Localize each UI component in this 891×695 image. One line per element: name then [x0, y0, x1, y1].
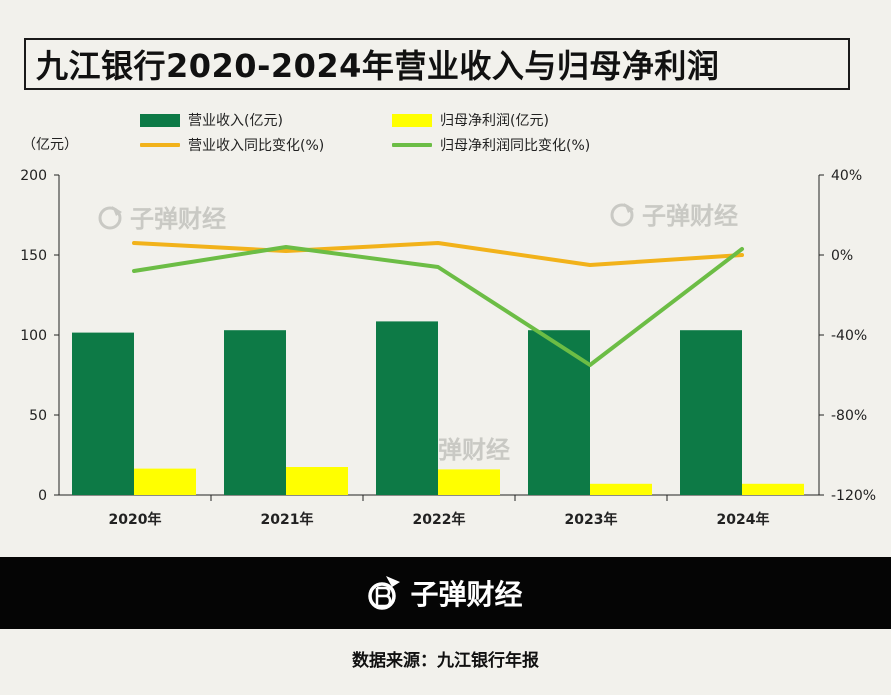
y-right-tick-label: 40%: [831, 168, 862, 184]
y-axis-unit-label: （亿元）: [22, 137, 78, 153]
y-right-tick-label: 0%: [831, 248, 853, 264]
y-left-tick-label: 0: [38, 488, 47, 504]
legend-swatch-profit-yoy: [392, 143, 432, 147]
legend-label-profit-yoy: 归母净利润同比变化(%): [440, 138, 591, 154]
x-tick-label: 2023年: [565, 511, 618, 528]
watermark-text: 子弹财经: [130, 205, 226, 233]
footer-band: 子弹财经: [0, 557, 891, 629]
bar-net-profit: [590, 483, 652, 495]
bar-revenue: [680, 330, 742, 495]
y-right-tick-label: -80%: [831, 408, 867, 424]
data-source: 数据来源：九江银行年报: [352, 651, 539, 671]
x-tick-label: 2024年: [717, 511, 770, 528]
y-right-tick-label: -120%: [831, 488, 876, 504]
legend-swatch-profit: [392, 113, 432, 127]
x-tick-label: 2022年: [413, 511, 466, 528]
legend-swatch-revenue-yoy: [140, 143, 180, 147]
line-revenue-yoy: [132, 241, 744, 267]
y-right-tick-label: -40%: [831, 328, 867, 344]
y-left-tick-label: 100: [20, 328, 47, 344]
bar-net-profit: [286, 467, 348, 495]
legend-swatch-revenue: [140, 113, 180, 127]
legend-item-profit-yoy: 归母净利润同比变化(%): [392, 135, 590, 155]
combo-chart: 0 50 100 150 200 -120% -80% -40% 0% 40% 2020年 2021年…: [20, 168, 876, 528]
legend-item-revenue-yoy: 营业收入同比变化(%): [140, 135, 324, 155]
y-left-tick-label: 200: [20, 168, 47, 184]
footer-brand: 子弹财经: [368, 573, 523, 613]
y-left-tick-label: 50: [29, 408, 47, 424]
watermark-2: 子弹财经: [610, 196, 738, 231]
legend-item-revenue: 营业收入(亿元): [140, 110, 283, 130]
watermark-logo-icon: [610, 202, 634, 226]
bar-revenue: [528, 330, 590, 495]
legend-label-revenue-yoy: 营业收入同比变化(%): [188, 138, 325, 154]
watermark-logo-icon: [98, 205, 122, 229]
x-tick-label: 2021年: [261, 511, 314, 528]
bar-revenue: [224, 330, 286, 495]
bar-net-profit: [438, 469, 500, 495]
bar-revenue: [72, 332, 134, 495]
watermark-1: 子弹财经: [98, 199, 226, 234]
watermark-text: 子弹财经: [642, 202, 738, 230]
legend-item-profit: 归母净利润(亿元): [392, 110, 549, 130]
footer-brand-text: 子弹财经: [410, 578, 523, 611]
bar-net-profit: [134, 468, 196, 495]
chart-title: 九江银行2020-2024年营业收入与归母净利润: [36, 47, 720, 85]
bar-revenue: [376, 321, 438, 495]
y-left-tick-label: 150: [20, 248, 47, 264]
legend-label-profit: 归母净利润(亿元): [440, 113, 549, 129]
legend-label-revenue: 营业收入(亿元): [188, 113, 283, 129]
x-tick-label: 2020年: [109, 511, 162, 528]
bar-net-profit: [742, 483, 804, 495]
line-profit-yoy: [132, 245, 744, 367]
brand-logo-icon: [368, 576, 401, 610]
title-box: 九江银行2020-2024年营业收入与归母净利润: [24, 38, 850, 90]
